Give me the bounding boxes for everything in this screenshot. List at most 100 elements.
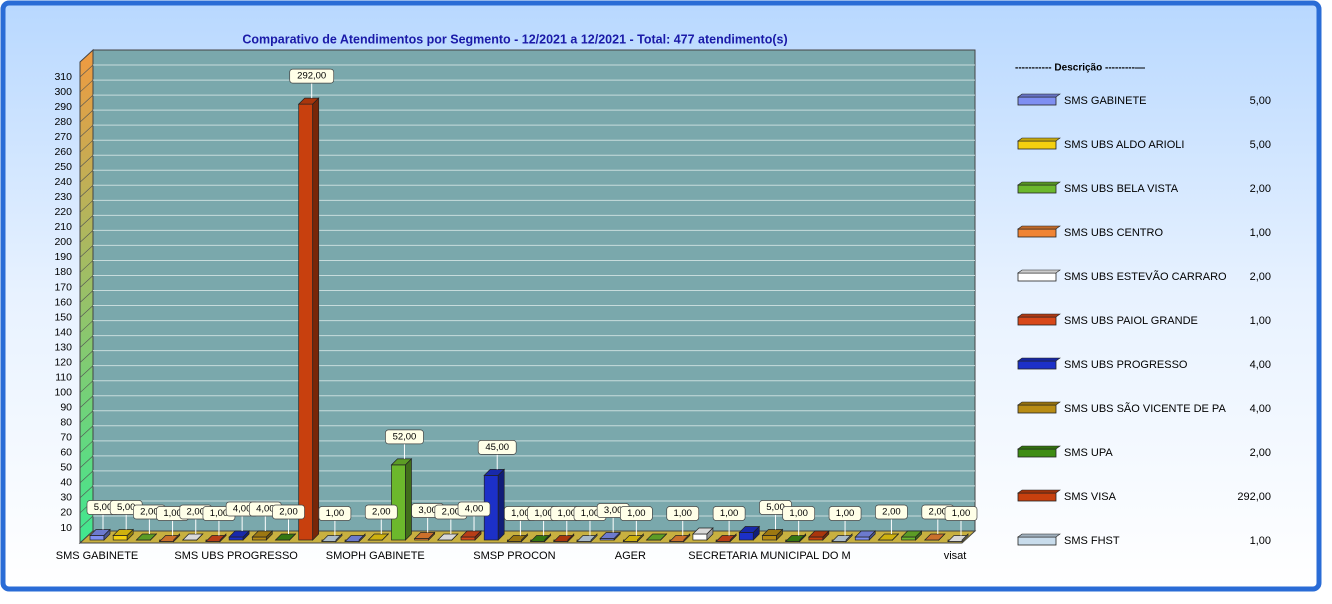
bar bbox=[460, 530, 482, 541]
y-tick-label: 60 bbox=[60, 447, 72, 459]
bar-side bbox=[196, 533, 204, 541]
bar bbox=[645, 533, 668, 541]
legend-swatch bbox=[1017, 184, 1057, 194]
y-tick-label: 240 bbox=[54, 176, 72, 188]
bar-side bbox=[335, 533, 343, 543]
bar bbox=[297, 97, 320, 541]
legend-label: SMS UPA bbox=[1064, 447, 1113, 459]
bar-side bbox=[822, 530, 830, 541]
legend-value: 2,00 bbox=[1250, 447, 1271, 459]
data-label-box bbox=[875, 504, 908, 520]
data-label: 2,00 bbox=[442, 507, 461, 518]
legend-swatch bbox=[1017, 316, 1057, 326]
legend-swatch-top bbox=[1017, 533, 1061, 538]
data-label: 1,00 bbox=[720, 508, 739, 519]
x-tick-label: SMS GABINETE bbox=[56, 550, 139, 562]
data-label: 5,00 bbox=[117, 502, 136, 513]
bar-side bbox=[521, 533, 528, 543]
legend-swatch bbox=[1017, 228, 1057, 238]
legend-value: 2,00 bbox=[1250, 271, 1271, 283]
data-label: 52,00 bbox=[393, 431, 417, 442]
bar-side bbox=[660, 533, 667, 541]
bar-side bbox=[961, 533, 969, 543]
bar-side bbox=[544, 533, 551, 543]
bar bbox=[506, 533, 529, 543]
bar-side bbox=[150, 533, 157, 541]
data-label: 292,00 bbox=[297, 71, 326, 82]
bar bbox=[274, 533, 297, 541]
bar bbox=[738, 525, 761, 541]
data-label: 2,00 bbox=[187, 507, 206, 518]
data-label: 1,00 bbox=[534, 508, 553, 519]
data-label-box bbox=[712, 506, 746, 521]
y-tick bbox=[79, 64, 94, 78]
data-label: 1,00 bbox=[326, 508, 345, 519]
legend-swatch-top bbox=[1017, 225, 1061, 230]
plot-area bbox=[78, 48, 977, 545]
legend-label: SMS FHST bbox=[1064, 535, 1120, 547]
data-label-box bbox=[828, 506, 862, 521]
y-tick bbox=[79, 79, 94, 93]
bar bbox=[900, 530, 923, 541]
bar bbox=[831, 533, 853, 543]
legend-swatch bbox=[1017, 272, 1057, 282]
bar-front bbox=[391, 464, 406, 541]
legend-value: 4,00 bbox=[1250, 403, 1271, 415]
bar-side bbox=[474, 530, 482, 541]
bar bbox=[715, 533, 737, 543]
y-tick bbox=[79, 395, 94, 408]
bar-side bbox=[428, 531, 435, 541]
bar-side bbox=[776, 528, 783, 541]
y-tick bbox=[79, 320, 94, 333]
legend-value: 1,00 bbox=[1250, 227, 1271, 239]
data-label: 4,00 bbox=[256, 504, 275, 515]
bar bbox=[181, 533, 204, 541]
bar bbox=[599, 531, 622, 541]
y-tick bbox=[79, 124, 94, 138]
legend-swatch-top bbox=[1017, 489, 1061, 494]
bar-side bbox=[637, 533, 644, 543]
bar bbox=[576, 533, 598, 543]
x-tick-label: SMSP PROCON bbox=[473, 550, 555, 562]
y-tick-label: 100 bbox=[54, 386, 72, 398]
y-tick-label: 310 bbox=[54, 71, 72, 83]
x-tick-label: SECRETARIA MUNICIPAL DO M bbox=[688, 550, 850, 562]
data-label-box bbox=[364, 504, 398, 520]
data-label: 1,00 bbox=[789, 508, 808, 519]
data-label-box bbox=[289, 68, 335, 84]
y-tick bbox=[79, 425, 94, 439]
data-label-box bbox=[666, 506, 700, 521]
legend-label: SMS UBS PROGRESSO bbox=[1064, 359, 1188, 371]
data-label-box bbox=[782, 506, 816, 521]
bar bbox=[367, 533, 390, 541]
y-tick bbox=[79, 109, 94, 123]
data-label: 1,00 bbox=[836, 508, 855, 519]
legend-swatch-top bbox=[1017, 181, 1061, 186]
legend-value: 2,00 bbox=[1250, 183, 1271, 195]
legend-swatch-top bbox=[1017, 269, 1061, 274]
bar bbox=[761, 528, 784, 541]
bar bbox=[529, 533, 552, 543]
y-tick bbox=[79, 485, 94, 499]
y-tick bbox=[79, 94, 94, 108]
legend-swatch bbox=[1017, 140, 1057, 150]
legend-label: SMS UBS ALDO ARIOLI bbox=[1064, 139, 1184, 151]
y-tick-label: 20 bbox=[60, 507, 72, 519]
y-tick-label: 10 bbox=[60, 522, 72, 534]
bar-front bbox=[460, 536, 476, 541]
legend-value: 4,00 bbox=[1250, 359, 1271, 371]
data-label: 4,00 bbox=[233, 504, 252, 515]
legend-swatch bbox=[1017, 96, 1057, 106]
bar bbox=[413, 531, 436, 541]
bar bbox=[89, 528, 111, 541]
bar bbox=[251, 530, 274, 541]
bar-side bbox=[381, 533, 389, 541]
data-label-box bbox=[272, 504, 305, 520]
data-label: 1,00 bbox=[558, 508, 577, 519]
data-label: 5,00 bbox=[766, 502, 785, 513]
bar bbox=[808, 530, 830, 541]
bar-side bbox=[358, 533, 366, 543]
y-tick-label: 210 bbox=[54, 221, 72, 233]
bar-front bbox=[228, 536, 244, 541]
data-label: 1,00 bbox=[163, 508, 182, 519]
